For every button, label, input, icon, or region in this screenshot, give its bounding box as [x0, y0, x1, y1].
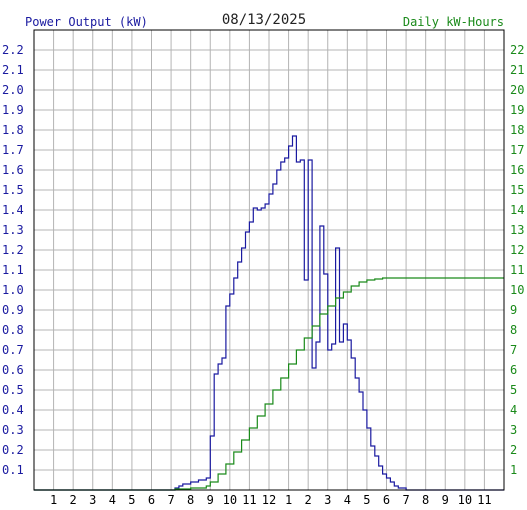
- left-tick-label: 1.1: [2, 263, 24, 277]
- left-tick-label: 0.3: [2, 423, 24, 437]
- x-tick-label: 6: [148, 493, 155, 507]
- right-tick-label: 12: [510, 243, 524, 257]
- right-tick-label: 3: [510, 423, 517, 437]
- right-tick-label: 6: [510, 363, 517, 377]
- x-axis-ticks: 1 2 3 4 5 6 7 8 9 10 11 12 1 2 3 4 5 6 7 8 9 10 11: [50, 493, 492, 507]
- series-group: [34, 135, 504, 491]
- x-tick-label: 9: [207, 493, 214, 507]
- x-tick-label: 11: [477, 493, 491, 507]
- chart-title: 08/13/2025: [222, 12, 306, 28]
- left-tick-label: 1.9: [2, 103, 24, 117]
- right-tick-label: 22: [510, 43, 524, 57]
- right-tick-label: 21: [510, 63, 524, 77]
- x-tick-label: 10: [458, 493, 472, 507]
- left-tick-label: 1.2: [2, 243, 24, 257]
- left-tick-label: 1.8: [2, 123, 24, 137]
- right-axis-title: Daily kW-Hours: [403, 15, 504, 29]
- right-tick-label: 5: [510, 383, 517, 397]
- x-tick-label: 7: [402, 493, 409, 507]
- right-tick-label: 19: [510, 103, 524, 117]
- left-tick-label: 1.7: [2, 143, 24, 157]
- left-tick-label: 1.5: [2, 183, 24, 197]
- grid-lines: [34, 30, 504, 490]
- right-tick-label: 20: [510, 83, 524, 97]
- left-tick-label: 1.6: [2, 163, 24, 177]
- right-tick-label: 10: [510, 283, 524, 297]
- left-tick-label: 2.0: [2, 83, 24, 97]
- x-tick-label: 3: [89, 493, 96, 507]
- x-tick-label: 7: [167, 493, 174, 507]
- left-tick-label: 2.2: [2, 43, 24, 57]
- left-tick-label: 1.3: [2, 223, 24, 237]
- left-tick-label: 0.2: [2, 443, 24, 457]
- left-tick-label: 0.9: [2, 303, 24, 317]
- x-tick-label: 5: [363, 493, 370, 507]
- left-axis-title: Power Output (kW): [25, 15, 148, 29]
- x-tick-label: 10: [223, 493, 237, 507]
- x-tick-label: 4: [344, 493, 351, 507]
- right-tick-label: 9: [510, 303, 517, 317]
- right-tick-label: 17: [510, 143, 524, 157]
- right-tick-label: 8: [510, 323, 517, 337]
- x-tick-label: 11: [242, 493, 256, 507]
- right-tick-label: 2: [510, 443, 517, 457]
- x-tick-label: 1: [285, 493, 292, 507]
- right-tick-label: 7: [510, 343, 517, 357]
- x-tick-label: 2: [305, 493, 312, 507]
- left-tick-label: 0.7: [2, 343, 24, 357]
- right-tick-label: 1: [510, 463, 517, 477]
- x-tick-label: 6: [383, 493, 390, 507]
- right-tick-label: 16: [510, 163, 524, 177]
- right-tick-label: 4: [510, 403, 517, 417]
- x-tick-label: 1: [50, 493, 57, 507]
- left-tick-label: 0.4: [2, 403, 24, 417]
- x-tick-label: 4: [109, 493, 116, 507]
- x-tick-label: 5: [128, 493, 135, 507]
- x-tick-label: 8: [422, 493, 429, 507]
- series-line-power: [34, 135, 504, 491]
- right-tick-label: 14: [510, 203, 524, 217]
- x-tick-label: 9: [442, 493, 449, 507]
- x-tick-label: 8: [187, 493, 194, 507]
- right-tick-label: 11: [510, 263, 524, 277]
- series-line-energy: [34, 277, 504, 491]
- right-tick-label: 18: [510, 123, 524, 137]
- x-tick-label: 12: [262, 493, 276, 507]
- left-tick-label: 0.5: [2, 383, 24, 397]
- left-tick-label: 0.6: [2, 363, 24, 377]
- x-tick-label: 2: [70, 493, 77, 507]
- left-tick-label: 2.1: [2, 63, 24, 77]
- x-tick-label: 3: [324, 493, 331, 507]
- left-tick-label: 1.4: [2, 203, 24, 217]
- right-tick-label: 13: [510, 223, 524, 237]
- plot-frame: [33, 29, 505, 491]
- left-axis-ticks: 0.1 0.2 0.3 0.4 0.5 0.6 0.7 0.8 0.9 1.0 1.1 1.2 1.3 1…: [2, 43, 24, 477]
- left-tick-label: 0.8: [2, 323, 24, 337]
- right-tick-label: 15: [510, 183, 524, 197]
- left-tick-label: 1.0: [2, 283, 24, 297]
- left-tick-label: 0.1: [2, 463, 24, 477]
